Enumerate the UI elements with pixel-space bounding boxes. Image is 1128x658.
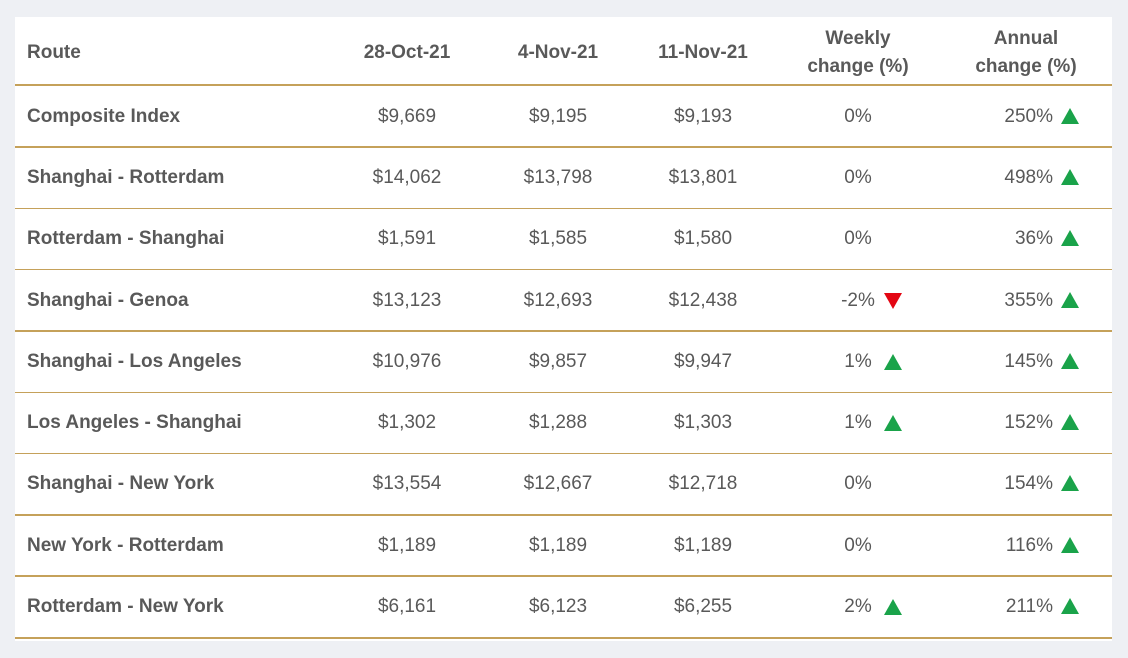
cell-value: 152% (1004, 412, 1053, 434)
up-arrow (884, 353, 902, 370)
cell-value: $12,718 (668, 473, 738, 495)
cell-value: $1,580 (673, 228, 733, 250)
route-name: Shanghai - Genoa (27, 289, 189, 311)
cell-value: $1,189 (673, 534, 733, 556)
up-arrow (884, 415, 902, 432)
row-rule (15, 575, 1112, 577)
row-rule (15, 207, 1112, 210)
cell-value: 250% (1004, 105, 1053, 127)
up-arrow (1061, 230, 1079, 247)
route-name: New York - Rotterdam (27, 534, 224, 556)
cell-value: 145% (1004, 350, 1053, 372)
cell-value: $14,062 (372, 166, 442, 188)
header-rule (15, 84, 1112, 86)
row-rule (15, 452, 1112, 455)
route-name: Rotterdam - Shanghai (27, 228, 225, 250)
cell-value: $13,123 (372, 289, 442, 311)
row-rule (15, 146, 1112, 148)
row-rule (15, 514, 1112, 516)
route-name: Shanghai - Los Angeles (27, 350, 242, 372)
cell-value: -2% (841, 289, 875, 311)
cell-value: $6,123 (528, 596, 588, 618)
cell-value: $13,554 (372, 473, 442, 495)
cell-value: $9,669 (377, 105, 437, 127)
down-arrow (884, 292, 902, 309)
cell-value: 1% (844, 412, 872, 434)
cell-value: $1,591 (377, 228, 437, 250)
up-arrow (1061, 291, 1079, 308)
column-header: Annual change (%) (975, 28, 1077, 77)
cell-value: $12,693 (523, 289, 593, 311)
cell-value: $13,798 (523, 166, 593, 188)
route-name: Composite Index (27, 105, 181, 127)
route-name: Rotterdam - New York (27, 596, 224, 618)
up-arrow (1061, 168, 1079, 185)
up-arrow (1061, 107, 1079, 124)
cell-value: 355% (1004, 289, 1053, 311)
cell-value: $12,667 (523, 473, 593, 495)
cell-value: $9,195 (528, 105, 588, 127)
cell-value: $6,255 (673, 596, 733, 618)
cell-value: 154% (1004, 473, 1053, 495)
row-rule (15, 268, 1112, 271)
row-rule (15, 330, 1112, 332)
cell-value: $1,189 (528, 534, 588, 556)
up-arrow (1061, 536, 1079, 553)
up-arrow (884, 599, 902, 616)
cell-value: $1,189 (377, 534, 437, 556)
cell-value: 0% (844, 105, 872, 127)
cell-value: 0% (844, 534, 872, 556)
cell-value: $12,438 (668, 289, 738, 311)
cell-value: $1,302 (377, 412, 437, 434)
cell-value: $1,303 (673, 412, 733, 434)
cell-value: 211% (1005, 596, 1053, 618)
route-name: Shanghai - New York (27, 473, 215, 495)
up-arrow (1061, 352, 1079, 369)
cell-value: 0% (844, 473, 872, 495)
column-header: 4-Nov-21 (517, 42, 599, 63)
row-rule (15, 391, 1112, 393)
column-header: 11-Nov-21 (658, 42, 748, 63)
route-name: Shanghai - Rotterdam (27, 166, 225, 188)
cell-value: 498% (1004, 166, 1053, 188)
route-name: Los Angeles - Shanghai (27, 412, 242, 434)
up-arrow (1061, 475, 1079, 492)
cell-value: 36% (1014, 228, 1053, 250)
cell-value: $10,976 (372, 350, 442, 372)
column-header: Weekly change (%) (807, 28, 909, 77)
cell-value: $1,585 (528, 228, 588, 250)
up-arrow (1061, 598, 1079, 615)
cell-value: $1,288 (528, 412, 588, 434)
rate-table: Route 28-Oct-21 4-Nov-21 11-Nov-21 Weekly ch… (15, 17, 1112, 641)
cell-value: 0% (844, 228, 872, 250)
row-rule (15, 636, 1112, 639)
column-header: Route (27, 42, 81, 63)
cell-value: $13,801 (668, 166, 738, 188)
cell-value: 0% (844, 166, 872, 188)
cell-value: $9,947 (673, 350, 733, 372)
cell-value: $9,857 (528, 350, 588, 372)
cell-value: 116% (1005, 534, 1053, 556)
cell-value: 1% (844, 350, 872, 372)
cell-value: $6,161 (377, 596, 437, 618)
up-arrow (1061, 414, 1079, 431)
column-header: 28-Oct-21 (363, 42, 451, 63)
cell-value: 2% (844, 596, 872, 618)
cell-value: $9,193 (673, 105, 733, 127)
